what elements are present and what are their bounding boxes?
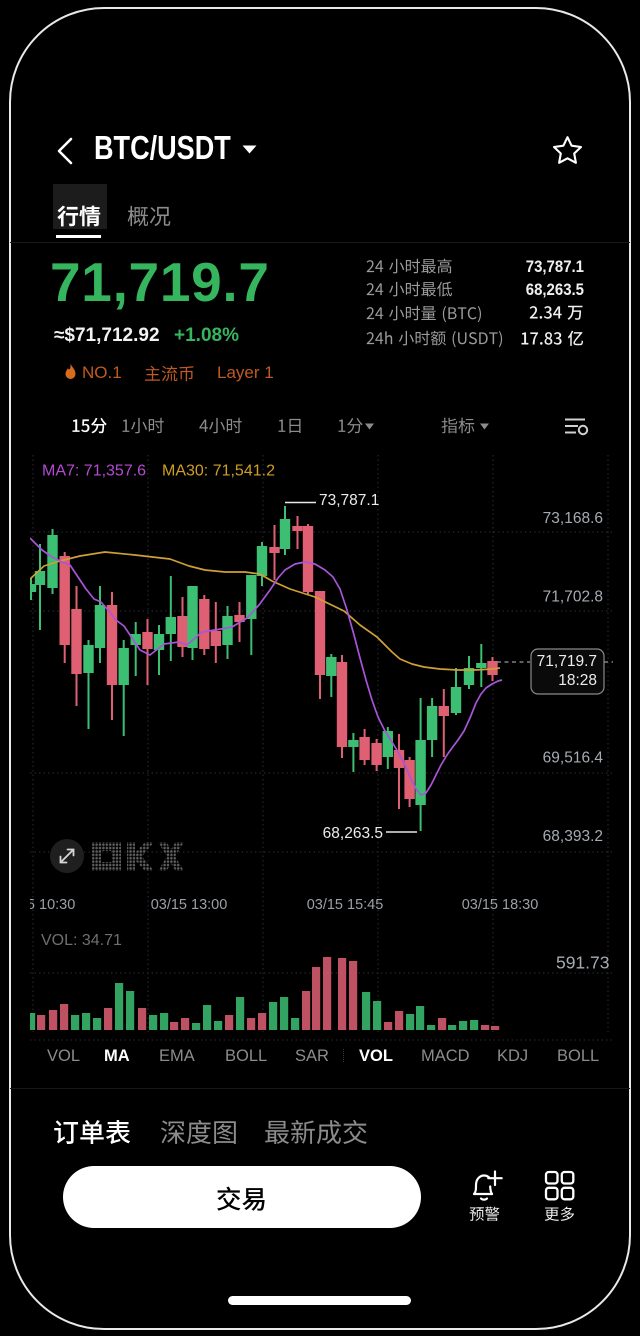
svg-text:69,516.4: 69,516.4 — [543, 750, 604, 767]
svg-text:73,787.1: 73,787.1 — [319, 492, 379, 509]
svg-text:18:28: 18:28 — [558, 672, 597, 689]
svg-text:VOL: 34.71: VOL: 34.71 — [41, 932, 122, 949]
svg-text:591.73: 591.73 — [556, 953, 610, 973]
svg-text:68,263.5: 68,263.5 — [323, 825, 383, 842]
svg-text:03/15 18:30: 03/15 18:30 — [462, 897, 539, 913]
svg-text:68,393.2: 68,393.2 — [543, 828, 603, 845]
svg-text:71,719.7: 71,719.7 — [537, 653, 597, 670]
svg-text:03/15 13:00: 03/15 13:00 — [151, 897, 228, 913]
svg-text:MA30: 71,541.2: MA30: 71,541.2 — [162, 463, 275, 480]
svg-text:MA7: 71,357.6: MA7: 71,357.6 — [42, 463, 146, 480]
svg-text:03/15 15:45: 03/15 15:45 — [307, 897, 384, 913]
svg-text:71,702.8: 71,702.8 — [543, 589, 603, 606]
svg-text:03/15 10:30: 03/15 10:30 — [0, 897, 75, 913]
svg-text:73,168.6: 73,168.6 — [543, 510, 603, 527]
